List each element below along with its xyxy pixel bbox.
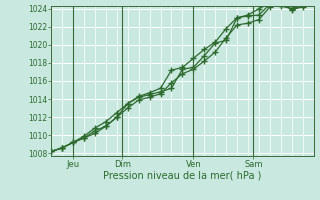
X-axis label: Pression niveau de la mer( hPa ): Pression niveau de la mer( hPa )	[103, 171, 261, 181]
